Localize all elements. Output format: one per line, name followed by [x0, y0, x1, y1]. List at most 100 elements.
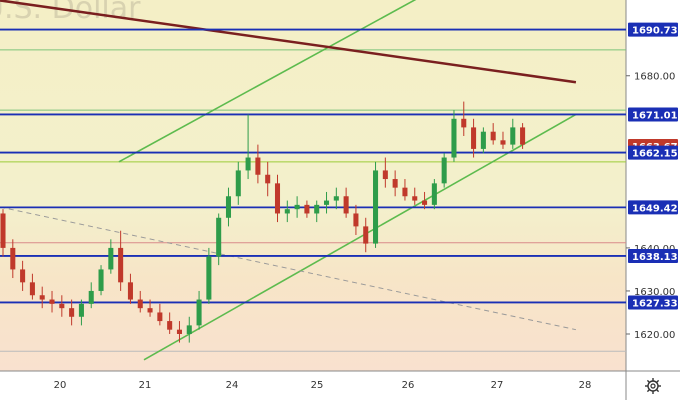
candle-34[interactable] [333, 187, 339, 210]
candle-body [39, 295, 45, 300]
candle-50[interactable] [490, 123, 496, 145]
candle-body [225, 196, 232, 218]
candle-51[interactable] [500, 131, 506, 149]
time-axis-panel [0, 371, 626, 400]
candle-41[interactable] [402, 179, 408, 201]
candle-14[interactable] [137, 290, 143, 313]
candle-4[interactable] [39, 286, 45, 309]
candle-6[interactable] [59, 295, 65, 317]
candle-body [490, 131, 496, 141]
candle-body [49, 299, 55, 304]
candle-26[interactable] [255, 144, 261, 184]
candle-33[interactable] [323, 191, 330, 214]
candle-13[interactable] [127, 273, 133, 304]
settings-gear-icon[interactable] [645, 378, 661, 394]
candle-37[interactable] [363, 217, 369, 253]
candle-body [314, 204, 320, 214]
candle-40[interactable] [392, 170, 398, 197]
svg-text:1671.01: 1671.01 [632, 110, 678, 121]
candle-39[interactable] [382, 157, 388, 188]
channel-upper-line[interactable] [118, 0, 426, 163]
candle-5[interactable] [49, 290, 55, 313]
channel-lower-line[interactable] [143, 113, 577, 361]
candle-body [245, 157, 251, 171]
candle-10[interactable] [98, 265, 104, 296]
candle-24[interactable] [235, 161, 241, 205]
candle-32[interactable] [314, 200, 320, 223]
candle-36[interactable] [353, 204, 359, 235]
candle-28[interactable] [274, 174, 281, 223]
candle-1[interactable] [10, 239, 16, 279]
y-tick-label: 1630.00 [634, 287, 675, 298]
candle-43[interactable] [422, 191, 428, 210]
candle-body [422, 200, 428, 205]
candle-0[interactable] [0, 209, 6, 257]
candle-49[interactable] [480, 127, 486, 154]
candle-body [176, 329, 182, 334]
svg-text:1662.15: 1662.15 [632, 149, 678, 160]
candle-body [284, 209, 290, 214]
candle-45[interactable] [441, 153, 447, 188]
candle-44[interactable] [431, 179, 437, 210]
resistance-1671-badge: 1671.01 [628, 107, 678, 122]
candle-16[interactable] [157, 303, 163, 326]
candle-2[interactable] [20, 260, 26, 291]
candle-21[interactable] [206, 247, 212, 304]
descending-resistance-line[interactable] [0, 0, 577, 84]
candle-12[interactable] [118, 230, 124, 291]
candle-body [500, 140, 506, 145]
candle-30[interactable] [294, 196, 300, 218]
support-1662-badge: 1662.15 [628, 145, 678, 160]
candle-35[interactable] [343, 187, 349, 218]
candle-body [0, 213, 6, 248]
candle-46[interactable] [451, 110, 457, 162]
x-tick-label: 20 [54, 380, 67, 391]
candle-42[interactable] [412, 187, 418, 205]
candle-body [147, 308, 153, 313]
y-tick-label: 1620.00 [634, 330, 675, 341]
candle-body [471, 127, 477, 149]
candle-27[interactable] [265, 161, 271, 197]
candle-9[interactable] [88, 282, 94, 309]
candle-body [441, 157, 447, 184]
y-tick-label: 1680.00 [634, 72, 675, 83]
svg-text:1638.13: 1638.13 [632, 252, 678, 263]
candle-body [108, 247, 114, 270]
dashed-support-line[interactable] [0, 206, 577, 331]
candle-body [98, 269, 104, 291]
candle-15[interactable] [147, 299, 153, 317]
candle-52[interactable] [510, 118, 516, 149]
candle-body [137, 299, 143, 309]
candle-body [118, 247, 124, 283]
candle-7[interactable] [69, 299, 75, 326]
candle-18[interactable] [176, 321, 182, 343]
candle-23[interactable] [225, 187, 232, 227]
x-tick-label: 27 [491, 380, 504, 391]
candle-3[interactable] [29, 273, 35, 300]
candle-20[interactable] [196, 290, 202, 330]
candle-53[interactable] [520, 123, 526, 149]
candle-22[interactable] [216, 213, 222, 266]
candle-19[interactable] [186, 316, 192, 343]
candle-body [461, 118, 467, 128]
candle-body [235, 170, 241, 197]
candle-8[interactable] [78, 299, 84, 326]
resistance-1690-badge: 1690.73 [628, 22, 678, 37]
candle-body [431, 183, 437, 205]
candle-29[interactable] [284, 200, 290, 223]
candle-11[interactable] [108, 239, 114, 274]
candle-38[interactable] [373, 161, 379, 248]
candle-body [392, 179, 398, 188]
x-tick-label: 25 [311, 380, 324, 391]
candle-body [274, 183, 281, 214]
candle-body [59, 303, 65, 309]
candle-48[interactable] [471, 118, 477, 158]
candle-31[interactable] [304, 200, 310, 218]
candle-25[interactable] [245, 114, 251, 180]
candle-body [167, 321, 173, 330]
candle-17[interactable] [167, 312, 173, 334]
candle-47[interactable] [461, 101, 467, 137]
candle-body [88, 290, 94, 304]
